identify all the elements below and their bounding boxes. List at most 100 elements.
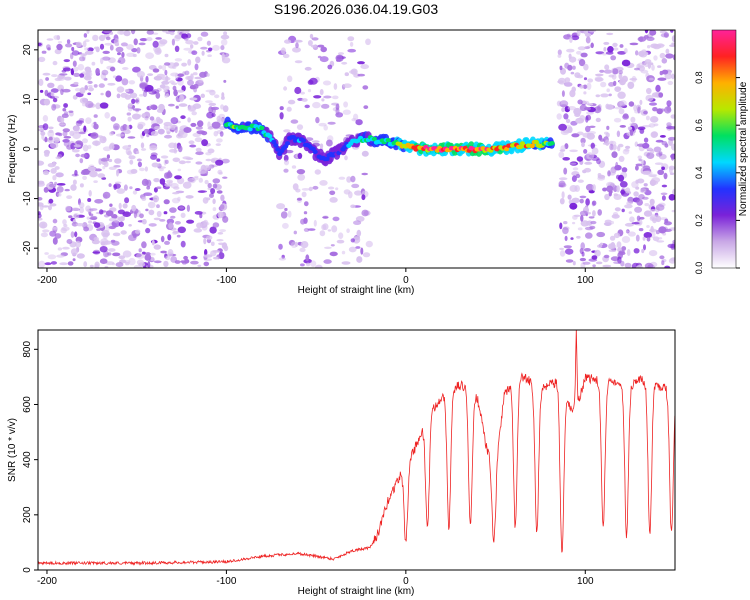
noise-blob bbox=[558, 184, 564, 188]
noise-blob bbox=[301, 191, 307, 198]
noise-blob bbox=[110, 116, 117, 122]
noise-blob bbox=[287, 210, 292, 218]
noise-blob bbox=[83, 226, 89, 232]
noise-blob bbox=[115, 262, 124, 268]
noise-blob bbox=[649, 209, 657, 212]
noise-blob bbox=[336, 239, 345, 244]
noise-blob bbox=[300, 263, 305, 267]
noise-blob bbox=[295, 42, 299, 49]
noise-blob bbox=[613, 194, 622, 200]
noise-blob bbox=[183, 47, 192, 51]
noise-blob bbox=[135, 229, 141, 234]
noise-blob bbox=[319, 143, 324, 149]
noise-blob bbox=[205, 152, 212, 156]
noise-blob bbox=[575, 173, 581, 179]
noise-blob bbox=[121, 51, 125, 58]
noise-blob bbox=[132, 66, 141, 73]
noise-blob bbox=[629, 122, 637, 126]
noise-blob bbox=[661, 69, 669, 75]
noise-blob bbox=[177, 145, 183, 153]
colorbar-tick-label: 0.6 bbox=[694, 119, 704, 132]
noise-blob bbox=[671, 73, 675, 80]
noise-blob bbox=[656, 240, 665, 243]
noise-blob bbox=[203, 237, 207, 245]
noise-blob bbox=[633, 104, 637, 112]
noise-blob bbox=[149, 252, 156, 256]
noise-blob bbox=[619, 100, 627, 107]
noise-blob bbox=[628, 101, 635, 107]
noise-blob bbox=[341, 61, 348, 65]
noise-blob bbox=[625, 145, 631, 149]
snr-y-label: SNR (10 * v/v) bbox=[7, 418, 18, 482]
noise-blob bbox=[66, 195, 73, 200]
noise-blob bbox=[127, 144, 132, 148]
noise-blob bbox=[143, 128, 150, 134]
noise-blob bbox=[600, 93, 609, 98]
noise-blob bbox=[639, 216, 645, 220]
noise-blob bbox=[99, 258, 108, 265]
noise-blob bbox=[52, 218, 58, 224]
noise-blob bbox=[327, 229, 332, 232]
noise-blob bbox=[579, 198, 584, 204]
noise-blob bbox=[84, 39, 90, 43]
noise-blob bbox=[183, 127, 192, 133]
noise-blob bbox=[613, 261, 622, 264]
noise-blob bbox=[169, 149, 178, 153]
noise-blob bbox=[50, 261, 58, 265]
noise-blob bbox=[631, 222, 640, 225]
noise-blob bbox=[93, 114, 98, 118]
noise-blob bbox=[646, 147, 653, 151]
ridge-point bbox=[312, 149, 318, 155]
noise-blob bbox=[351, 118, 357, 122]
noise-blob bbox=[91, 61, 96, 66]
noise-blob bbox=[173, 89, 178, 97]
noise-blob bbox=[153, 244, 161, 250]
noise-blob bbox=[192, 72, 198, 76]
noise-blob bbox=[52, 97, 58, 103]
noise-blob bbox=[661, 184, 668, 188]
noise-blob bbox=[203, 165, 211, 171]
noise-blob bbox=[104, 265, 109, 268]
noise-blob bbox=[212, 222, 220, 228]
noise-blob bbox=[203, 254, 213, 258]
ridge-point bbox=[247, 127, 253, 132]
noise-blob bbox=[53, 137, 60, 143]
colorbar-tick-label: 0.8 bbox=[694, 71, 704, 84]
noise-blob bbox=[100, 57, 104, 65]
noise-blob bbox=[129, 92, 138, 99]
noise-blob bbox=[361, 172, 369, 176]
noise-blob bbox=[558, 151, 565, 158]
noise-blob bbox=[195, 151, 204, 156]
noise-blob bbox=[164, 183, 171, 187]
spectrogram-plot-area bbox=[38, 30, 675, 268]
noise-blob bbox=[342, 83, 352, 88]
noise-blob bbox=[193, 41, 199, 45]
noise-blob bbox=[156, 210, 162, 218]
noise-blob bbox=[159, 168, 164, 172]
noise-blob bbox=[46, 44, 51, 50]
noise-blob bbox=[71, 149, 80, 153]
noise-blob bbox=[99, 43, 105, 50]
noise-blob bbox=[72, 94, 78, 100]
noise-blob bbox=[617, 174, 625, 182]
noise-blob bbox=[636, 215, 641, 221]
noise-blob bbox=[62, 246, 70, 250]
noise-blob bbox=[88, 84, 93, 88]
noise-blob bbox=[141, 196, 147, 201]
ridge-point bbox=[529, 143, 535, 149]
noise-blob bbox=[201, 131, 208, 136]
noise-blob bbox=[141, 113, 146, 119]
colorbar-tick-label: 0.4 bbox=[694, 167, 704, 180]
noise-blob bbox=[206, 73, 210, 77]
noise-blob bbox=[305, 254, 310, 262]
noise-blob bbox=[213, 130, 219, 137]
noise-blob bbox=[571, 175, 577, 182]
noise-blob bbox=[117, 52, 121, 56]
noise-blob bbox=[646, 152, 655, 160]
noise-blob bbox=[581, 251, 585, 257]
noise-blob bbox=[137, 123, 144, 130]
y-tick-label: 0 bbox=[22, 567, 33, 573]
noise-blob bbox=[312, 140, 320, 143]
noise-blob bbox=[584, 161, 593, 165]
